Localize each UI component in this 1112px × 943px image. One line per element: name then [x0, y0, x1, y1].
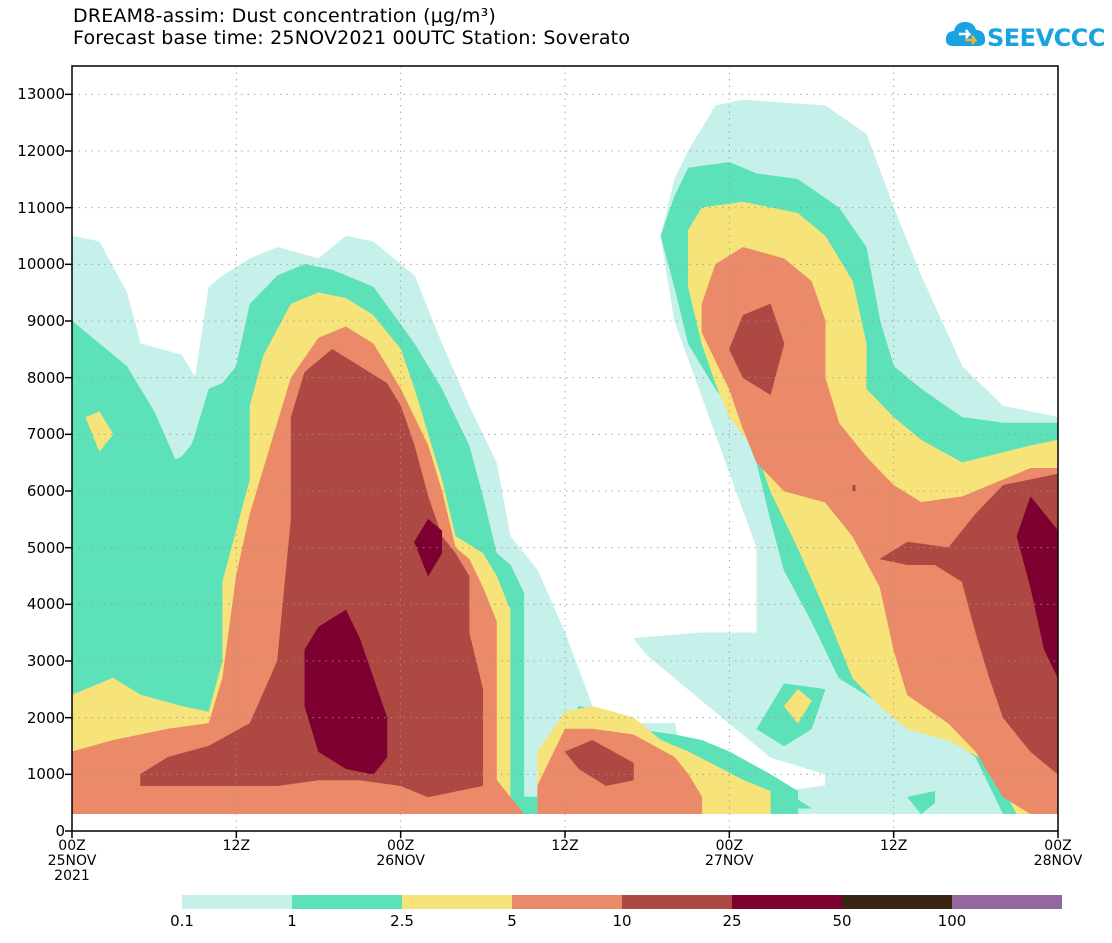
chart-title: DREAM8-assim: Dust concentration (μg/m³): [73, 5, 497, 27]
y-tick-label: 2000: [26, 708, 65, 727]
y-tick-label: 10000: [17, 255, 65, 274]
y-tick-label: 9000: [26, 312, 65, 330]
x-tick-label: 27NOV: [705, 853, 754, 869]
y-tick-label: 6000: [26, 482, 65, 500]
x-tick-label: 28NOV: [1033, 853, 1083, 869]
y-tick-label: 11000: [17, 198, 65, 217]
legend-swatch-2.5: [402, 895, 512, 909]
contour-region-level-10: [140, 348, 484, 798]
legend-label: 100: [937, 912, 967, 930]
x-tick-label: 00Z: [386, 838, 415, 854]
legend-swatch-50: [842, 895, 952, 909]
legend-swatch-100: [952, 895, 1062, 909]
legend-label: 2.5: [390, 912, 414, 930]
x-tick-label: 00Z: [1044, 838, 1072, 854]
y-tick-label: 7000: [26, 425, 65, 444]
surface-strip: [72, 814, 1058, 831]
legend-swatch-0.1: [182, 895, 292, 909]
x-tick-label: 12Z: [551, 838, 579, 854]
contour-region-level-1: [906, 790, 936, 815]
x-tick-label: 2021: [54, 868, 90, 884]
legend-label: 25: [722, 912, 742, 930]
y-tick-label: 4000: [26, 595, 65, 614]
contour-region-level-25: [414, 518, 443, 577]
x-tick-label: 00Z: [58, 838, 86, 854]
contour-region-level-25: [1016, 496, 1058, 679]
legend: [182, 895, 1062, 909]
contour-region-level-2.5: [85, 411, 114, 452]
legend-label: 5: [507, 912, 517, 930]
x-tick-label: 12Z: [879, 838, 908, 854]
legend-swatch-1: [292, 895, 402, 909]
logo-text: SEEVCCC: [987, 24, 1106, 52]
legend-label: 10: [612, 912, 632, 930]
contour-region-level-10: [564, 740, 634, 786]
legend-swatch-25: [732, 895, 842, 909]
contour-region-level-10: [879, 473, 1058, 775]
legend-label: 0.1: [170, 912, 194, 930]
y-tick-label: 12000: [17, 142, 65, 160]
contour-region-level-1: [72, 422, 237, 685]
legend-swatch-10: [622, 895, 732, 909]
legend-swatch-5: [512, 895, 622, 909]
x-tick-label: 00Z: [715, 838, 744, 854]
x-tick-label: 12Z: [222, 838, 251, 854]
legend-label: 50: [832, 912, 852, 930]
x-tick-label: 26NOV: [376, 853, 425, 869]
chart-subtitle: Forecast base time: 25NOV2021 00UTC Stat…: [73, 27, 631, 49]
seevccc-logo: SEEVCCC: [945, 18, 1106, 58]
y-tick-label: 1000: [26, 765, 65, 784]
contour-region-level-25: [304, 609, 388, 775]
legend-label: 1: [287, 912, 297, 930]
x-tick-label: 25NOV: [47, 853, 97, 869]
cloud-icon: [945, 22, 986, 46]
contour-region-level-10: [852, 485, 856, 492]
contour-region-level-2.5: [783, 688, 812, 724]
y-tick-label: 0: [55, 822, 65, 840]
y-tick-label: 13000: [17, 85, 65, 104]
y-tick-label: 3000: [26, 652, 65, 670]
y-tick-label: 5000: [26, 538, 65, 557]
plot-area: [65, 65, 1059, 838]
y-tick-label: 8000: [26, 368, 65, 387]
